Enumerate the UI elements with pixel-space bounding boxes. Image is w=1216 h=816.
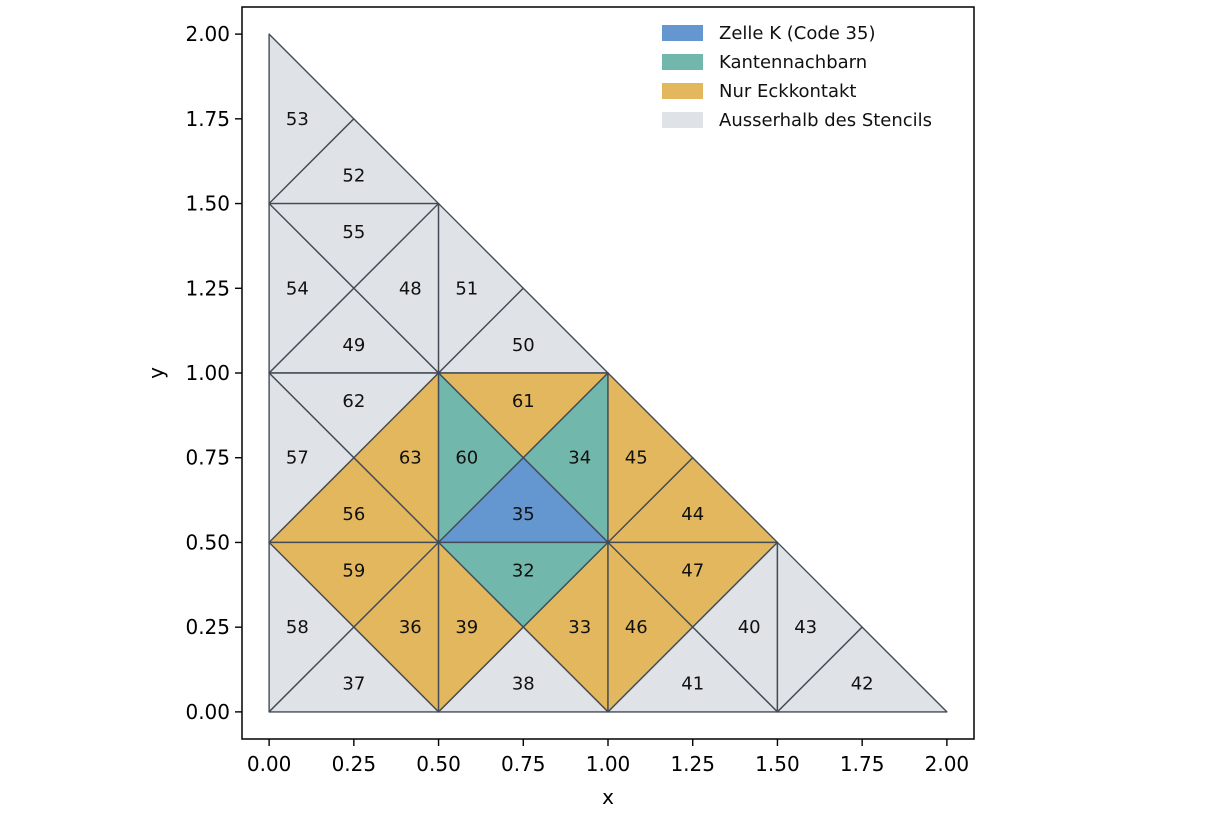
x-tick-label: 2.00	[925, 752, 970, 776]
cell-label-36: 36	[399, 617, 422, 638]
cell-label-40: 40	[738, 617, 761, 638]
x-tick-label: 0.00	[247, 752, 292, 776]
cell-label-42: 42	[851, 674, 874, 695]
y-tick-label: 0.25	[185, 615, 230, 639]
y-tick-label: 2.00	[185, 22, 230, 46]
y-tick-label: 1.50	[185, 192, 230, 216]
cell-label-47: 47	[681, 561, 704, 582]
y-tick-label: 0.50	[185, 530, 230, 554]
triangle-cell-38	[437, 626, 609, 713]
legend-label-corner: Nur Eckkontakt	[719, 81, 856, 102]
cell-label-48: 48	[399, 278, 422, 299]
cell-label-57: 57	[286, 448, 309, 469]
mesh-layer	[268, 33, 948, 713]
cell-label-35: 35	[512, 504, 535, 525]
cell-label-49: 49	[342, 335, 365, 356]
legend-swatch-outside	[662, 112, 703, 128]
x-tick-label: 1.25	[670, 752, 715, 776]
legend: Zelle K (Code 35) Kantennachbarn Nur Eckko…	[662, 23, 932, 131]
x-tick-label: 0.50	[416, 752, 461, 776]
cell-label-54: 54	[286, 278, 309, 299]
cell-label-59: 59	[342, 561, 365, 582]
y-tick-label: 1.25	[185, 276, 230, 300]
triangle-cell-42	[776, 626, 948, 713]
y-axis-label: y	[144, 367, 168, 379]
triangle-cell-37	[268, 626, 440, 713]
legend-label-cell: Zelle K (Code 35)	[719, 23, 875, 44]
legend-swatch-cell	[662, 25, 703, 41]
y-tick-label: 1.75	[185, 107, 230, 131]
cell-label-55: 55	[342, 222, 365, 243]
x-axis-label: x	[602, 785, 614, 809]
legend-swatch-edge	[662, 54, 703, 70]
x-tick-label: 1.75	[840, 752, 885, 776]
cell-label-61: 61	[512, 391, 535, 412]
cell-label-63: 63	[399, 448, 422, 469]
x-tick-label: 1.00	[586, 752, 631, 776]
cell-label-50: 50	[512, 335, 535, 356]
cell-label-44: 44	[681, 504, 704, 525]
cell-label-32: 32	[512, 561, 535, 582]
cell-label-33: 33	[568, 617, 591, 638]
cell-label-46: 46	[625, 617, 648, 638]
cell-label-37: 37	[342, 674, 365, 695]
legend-label-edge: Kantennachbarn	[719, 52, 867, 73]
legend-label-outside: Ausserhalb des Stencils	[719, 110, 932, 131]
cell-label-60: 60	[455, 448, 478, 469]
y-tick-label: 0.00	[185, 700, 230, 724]
cell-label-39: 39	[455, 617, 478, 638]
triangle-cell-41	[607, 626, 779, 713]
cell-label-41: 41	[681, 674, 704, 695]
cell-label-45: 45	[625, 448, 648, 469]
y-tick-label: 1.00	[185, 361, 230, 385]
cell-label-58: 58	[286, 617, 309, 638]
cell-label-38: 38	[512, 674, 535, 695]
x-axis-ticks: 0.00 0.25 0.50 0.75 1.00 1.25 1.50 1.75 2.00	[247, 739, 969, 776]
legend-swatch-corner	[662, 83, 703, 99]
y-axis-ticks: 0.00 0.25 0.50 0.75 1.00 1.25 1.50 1.75 2.00	[185, 22, 242, 724]
cell-label-62: 62	[342, 391, 365, 412]
x-tick-label: 0.75	[501, 752, 546, 776]
y-tick-label: 0.75	[185, 446, 230, 470]
x-tick-label: 0.25	[332, 752, 377, 776]
x-tick-label: 1.50	[755, 752, 800, 776]
cell-label-51: 51	[455, 278, 478, 299]
cell-label-layer: 53 52 55 54 48 49 51 50 62 57 63 56 61 60 34 35 45 44 59 58…	[286, 109, 874, 695]
cell-label-43: 43	[794, 617, 817, 638]
cell-label-34: 34	[568, 448, 591, 469]
cell-label-53: 53	[286, 109, 309, 130]
cell-label-52: 52	[342, 165, 365, 186]
cell-label-56: 56	[342, 504, 365, 525]
